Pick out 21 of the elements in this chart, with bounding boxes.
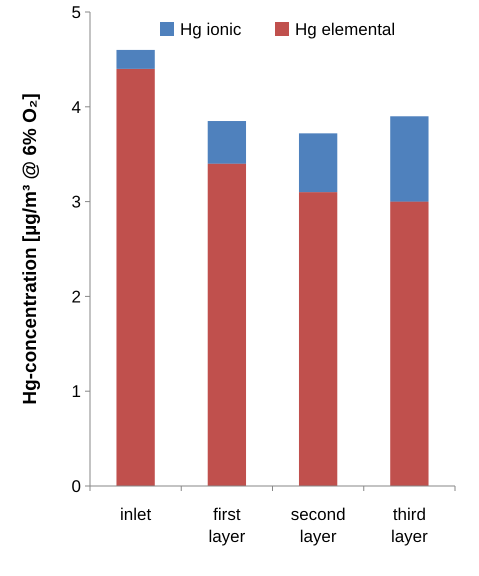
y-tick-label: 4 bbox=[72, 98, 81, 117]
y-tick-label: 3 bbox=[72, 192, 81, 212]
x-tick-label: second layer bbox=[290, 505, 346, 546]
x-tick-label: inlet bbox=[120, 505, 152, 524]
y-axis-title: Hg-concentration [µg/m³ @ 6% O₂] bbox=[20, 93, 41, 405]
y-tick-label: 2 bbox=[72, 287, 81, 306]
bar bbox=[298, 133, 338, 192]
bar bbox=[390, 116, 429, 202]
legend-label: Hg ionic bbox=[180, 20, 242, 39]
y-tick-label: 5 bbox=[72, 2, 81, 22]
y-tick-label: 0 bbox=[72, 476, 81, 496]
legend-label: Hg elemental bbox=[295, 20, 396, 39]
bar bbox=[208, 121, 246, 164]
x-tick-label: third layer bbox=[390, 505, 428, 546]
bar bbox=[116, 50, 155, 69]
bar bbox=[116, 68, 155, 486]
bar bbox=[298, 192, 338, 486]
bar bbox=[390, 202, 429, 486]
x-tick-label: first layer bbox=[208, 505, 246, 546]
bar bbox=[208, 164, 246, 486]
y-tick-label: 1 bbox=[72, 382, 81, 402]
